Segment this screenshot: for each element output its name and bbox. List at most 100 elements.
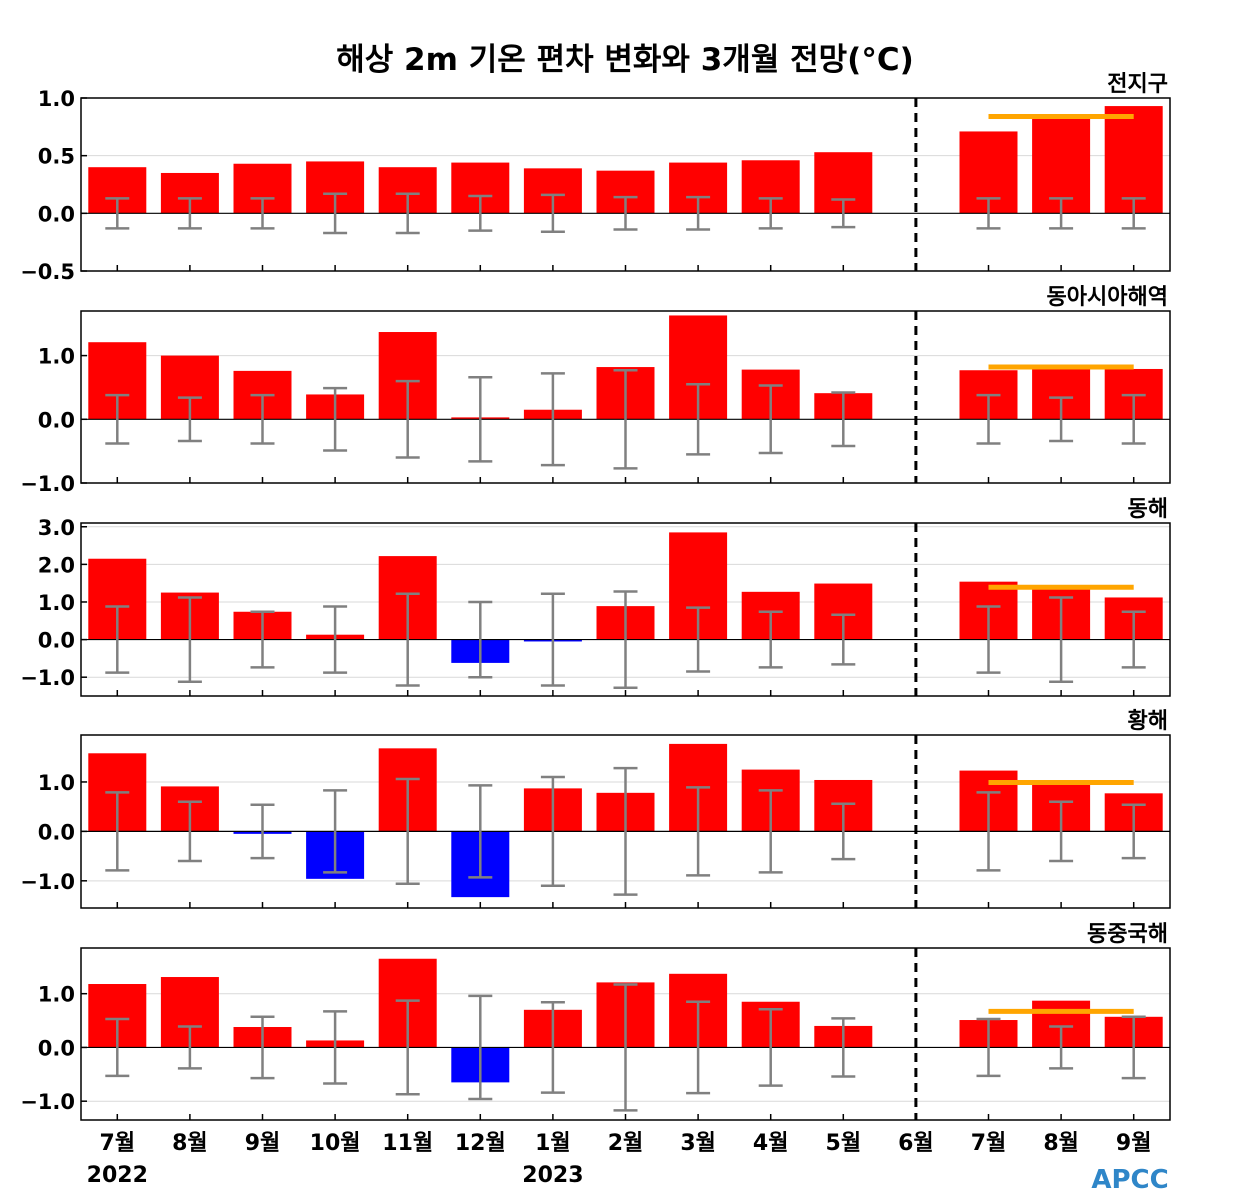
y-tick-label: 0.0 xyxy=(38,408,75,432)
error-bar xyxy=(613,368,638,470)
y-tick-label: −1.0 xyxy=(20,870,75,894)
y-tick-label: 3.0 xyxy=(38,516,75,540)
y-tick-label: −0.5 xyxy=(20,260,75,284)
error-bar xyxy=(758,610,783,669)
x-tick-label: 6월 xyxy=(898,1131,934,1156)
y-tick-label: 1.0 xyxy=(38,771,75,795)
error-bar xyxy=(468,784,493,879)
y-tick-label: 1.0 xyxy=(38,87,75,111)
error-bar xyxy=(1121,197,1146,230)
error-bar xyxy=(250,197,275,230)
error-bar xyxy=(613,983,638,1112)
error-bar xyxy=(758,384,783,455)
y-tick-label: −1.0 xyxy=(20,1090,75,1114)
error-bar xyxy=(976,393,1001,445)
y-tick-label: 1.0 xyxy=(38,591,75,615)
error-bar xyxy=(323,789,348,874)
x-tick-label: 10월 xyxy=(310,1131,361,1156)
error-bar xyxy=(1049,800,1074,863)
year-label: 2022 xyxy=(87,1163,148,1188)
error-bar xyxy=(1121,803,1146,860)
y-tick-label: 0.5 xyxy=(38,145,75,169)
error-bar xyxy=(758,789,783,874)
error-bar xyxy=(395,777,420,886)
x-tick-label: 8월 xyxy=(1043,1131,1079,1156)
y-tick-label: 0.0 xyxy=(38,202,75,226)
panel-2: −1.0 0.0 1.0 동아시아해역 xyxy=(20,285,1171,496)
panel-title: 전지구 xyxy=(1107,72,1168,97)
error-bar xyxy=(468,194,493,232)
x-tick-label: 4월 xyxy=(753,1131,789,1156)
error-bar xyxy=(1049,596,1074,683)
error-bar xyxy=(613,590,638,689)
error-bar xyxy=(686,383,711,456)
y-tick-label: 0.0 xyxy=(38,1036,75,1060)
error-bar xyxy=(686,1000,711,1095)
error-bar xyxy=(686,786,711,877)
error-bar xyxy=(323,605,348,674)
error-bar xyxy=(250,803,275,860)
error-bar xyxy=(686,195,711,231)
error-bar xyxy=(395,999,420,1096)
error-bar xyxy=(831,391,856,448)
y-tick-label: 1.0 xyxy=(38,345,75,369)
error-bar xyxy=(177,396,202,443)
error-bar xyxy=(1049,197,1074,230)
error-bar xyxy=(758,1008,783,1087)
error-bar xyxy=(831,198,856,229)
x-tick-label: 11월 xyxy=(382,1131,433,1156)
error-bar xyxy=(177,596,202,683)
error-bar xyxy=(831,802,856,861)
error-bar xyxy=(831,613,856,666)
error-bar xyxy=(105,1017,130,1078)
error-bar xyxy=(1121,393,1146,445)
error-bar xyxy=(323,1010,348,1085)
error-bar xyxy=(976,605,1001,674)
error-bar xyxy=(105,605,130,674)
x-tick-label: 8월 xyxy=(172,1131,208,1156)
panel-3: −1.0 0.0 1.0 2.0 3.0 동해 xyxy=(20,497,1171,697)
y-tick-label: −1.0 xyxy=(20,472,75,496)
x-axis-labels: 7월 8월 9월 10월 11월 12월 1월 2월 3월 4월 5월 6월 7월 8월 9월 2022 202… xyxy=(87,1131,1152,1188)
error-bar xyxy=(976,1017,1001,1078)
error-bar xyxy=(250,1015,275,1080)
x-tick-label: 9월 xyxy=(245,1131,281,1156)
y-tick-label: −1.0 xyxy=(20,666,75,690)
panel-title: 황해 xyxy=(1128,709,1168,734)
chart-title: 해상 2m 기온 편차 변화와 3개월 전망(°C) xyxy=(336,42,914,78)
error-bar xyxy=(976,197,1001,230)
x-tick-label: 7월 xyxy=(100,1131,136,1156)
y-tick-label: 2.0 xyxy=(38,553,75,577)
error-bar xyxy=(1049,396,1074,443)
error-bar xyxy=(177,1025,202,1070)
x-tick-label: 9월 xyxy=(1116,1131,1152,1156)
error-bar xyxy=(831,1017,856,1078)
error-bar xyxy=(468,994,493,1101)
error-bar xyxy=(1049,1025,1074,1070)
logo: APCC xyxy=(1091,1165,1168,1195)
panel-5: −1.0 0.0 1.0 동중국해 xyxy=(20,922,1171,1121)
panel-4: −1.0 0.0 1.0 황해 xyxy=(20,709,1171,909)
error-bar xyxy=(323,192,348,235)
y-tick-label: 1.0 xyxy=(38,983,75,1007)
error-bar xyxy=(758,197,783,230)
error-bar xyxy=(686,606,711,673)
error-bar xyxy=(540,775,565,888)
error-bar xyxy=(468,376,493,463)
x-tick-label: 5월 xyxy=(826,1131,862,1156)
error-bar xyxy=(177,800,202,863)
error-bar xyxy=(395,379,420,459)
error-bar xyxy=(540,592,565,687)
error-bar xyxy=(976,791,1001,872)
error-bar xyxy=(540,372,565,467)
x-tick-label: 12월 xyxy=(455,1131,506,1156)
error-bar xyxy=(177,197,202,230)
error-bar xyxy=(468,600,493,679)
error-bar xyxy=(395,592,420,687)
error-bar xyxy=(105,393,130,445)
x-tick-label: 7월 xyxy=(971,1131,1007,1156)
error-bar xyxy=(105,197,130,230)
y-tick-label: 0.0 xyxy=(38,820,75,844)
year-label: 2023 xyxy=(522,1163,583,1188)
error-bar xyxy=(540,1001,565,1094)
